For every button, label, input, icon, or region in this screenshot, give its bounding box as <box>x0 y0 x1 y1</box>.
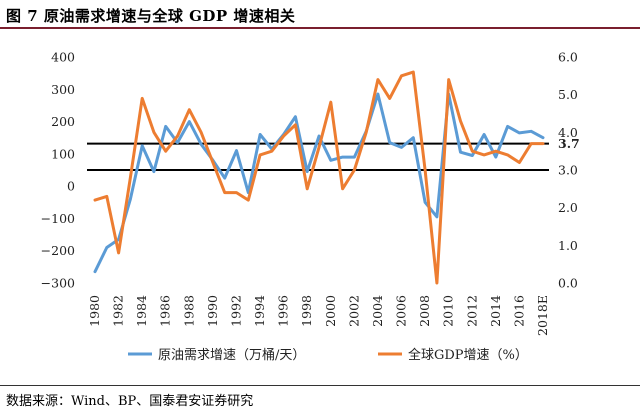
x-tick-label: 2016 <box>511 295 526 327</box>
x-tick-label: 1984 <box>134 295 149 327</box>
x-tick-label: 2002 <box>346 295 361 327</box>
x-tick-label: 2000 <box>323 295 338 327</box>
right-tick-label: 1.0 <box>558 238 578 253</box>
x-tick-label: 2018E <box>535 295 550 336</box>
x-tick-label: 1996 <box>276 295 291 327</box>
right-tick-label: 4.0 <box>558 125 578 140</box>
x-tick-label: 2008 <box>417 295 432 327</box>
x-tick-label: 1982 <box>111 295 126 327</box>
right-axis-ticks: 0.0 1.0 2.0 3.0 4.0 5.0 6.0 3.7 <box>558 50 580 291</box>
left-tick-label: 0 <box>67 179 75 194</box>
series-layer <box>93 70 545 285</box>
left-tick-label: 300 <box>51 82 75 97</box>
right-tick-label: 6.0 <box>558 50 578 65</box>
chart: −300 −200 −100 0 100 200 300 400 0.0 1.0 2.0 3.0 4.… <box>41 50 580 364</box>
x-tick-label: 1990 <box>205 295 220 327</box>
x-tick-label: 1986 <box>158 295 173 327</box>
legend-label-0: 原油需求增速（万桶/天） <box>158 348 305 363</box>
right-tick-label: 3.0 <box>558 163 578 178</box>
left-tick-label: 200 <box>51 114 75 129</box>
legend: 原油需求增速（万桶/天） 全球GDP增速（%） <box>128 347 528 363</box>
x-tick-label: 2012 <box>464 295 479 327</box>
left-tick-label: 400 <box>51 50 75 65</box>
right-highlight-label: 3.7 <box>558 136 580 151</box>
x-tick-label: 2014 <box>488 295 503 327</box>
right-tick-label: 0.0 <box>558 276 578 291</box>
right-tick-label: 2.0 <box>558 200 578 215</box>
left-tick-label: −200 <box>41 243 75 258</box>
left-tick-label: −300 <box>41 276 75 291</box>
chart-title: 图 7 原油需求增速与全球 GDP 增速相关 <box>6 7 296 25</box>
x-tick-label: 1994 <box>252 295 267 327</box>
x-tick-label: 2004 <box>370 295 385 327</box>
x-axis-ticks: 1980 1982 1984 1986 1988 1990 1992 1994 1996 1998… <box>87 295 550 336</box>
legend-label-1: 全球GDP增速（%） <box>408 347 528 363</box>
series-line-0 <box>93 92 545 274</box>
x-tick-label: 1980 <box>87 295 102 327</box>
series-line-1 <box>93 70 545 285</box>
x-tick-label: 2010 <box>441 295 456 327</box>
left-tick-label: −100 <box>41 211 75 226</box>
left-tick-label: 100 <box>51 146 75 161</box>
x-tick-label: 2006 <box>394 295 409 327</box>
x-tick-label: 1992 <box>228 295 243 327</box>
x-tick-label: 1998 <box>299 295 314 327</box>
x-tick-label: 1988 <box>181 295 196 327</box>
left-axis-ticks: −300 −200 −100 0 100 200 300 400 <box>41 50 75 291</box>
source-note: 数据来源：Wind、BP、国泰君安证券研究 <box>6 394 254 409</box>
title-divider <box>0 27 640 29</box>
right-tick-label: 5.0 <box>558 87 578 102</box>
footer-divider <box>0 385 640 386</box>
